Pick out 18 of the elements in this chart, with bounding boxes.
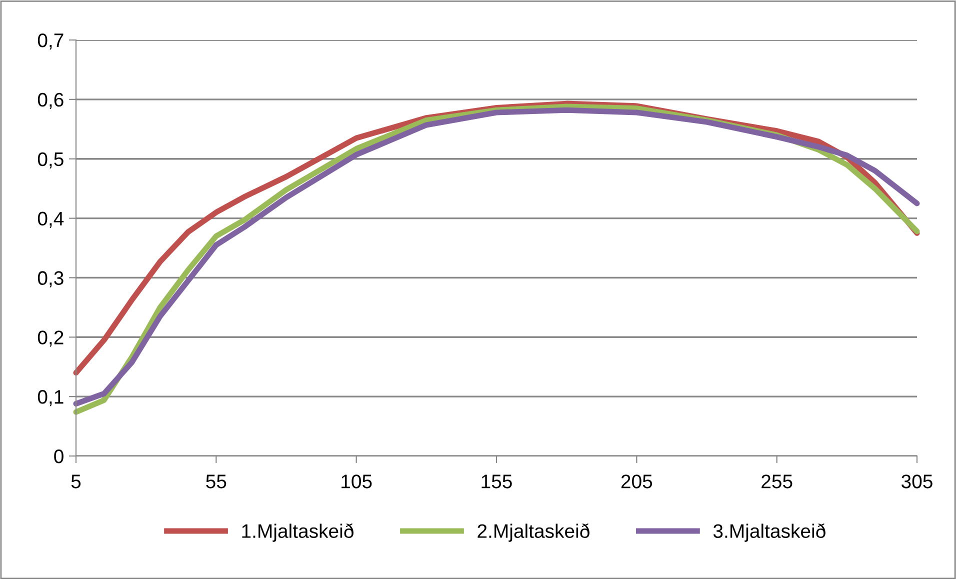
y-tick-label: 0,2 (38, 330, 64, 347)
y-tick-label: 0,1 (38, 390, 64, 406)
x-tick-label: 5 (71, 474, 81, 488)
y-tick-label: 0 (54, 449, 64, 464)
x-tick-label: 255 (762, 474, 792, 488)
legend-label: 1.Mjaltaskeið (242, 523, 354, 542)
y-tick-label: 0,5 (38, 152, 64, 168)
x-tick-label: 55 (206, 474, 226, 488)
y-tick-label: 0,4 (38, 212, 64, 228)
legend-label: 3.Mjaltaskeið (713, 523, 826, 542)
x-tick-label: 155 (482, 474, 512, 488)
y-tick-label: 0,3 (38, 271, 64, 288)
x-tick-label: 205 (621, 474, 652, 488)
y-tick-label: 0,6 (38, 92, 64, 109)
x-tick-label: 305 (902, 474, 932, 488)
x-tick-label: 105 (342, 474, 372, 488)
y-tick-label: 0,7 (38, 33, 64, 50)
legend-label: 2.Mjaltaskeið (478, 523, 590, 542)
